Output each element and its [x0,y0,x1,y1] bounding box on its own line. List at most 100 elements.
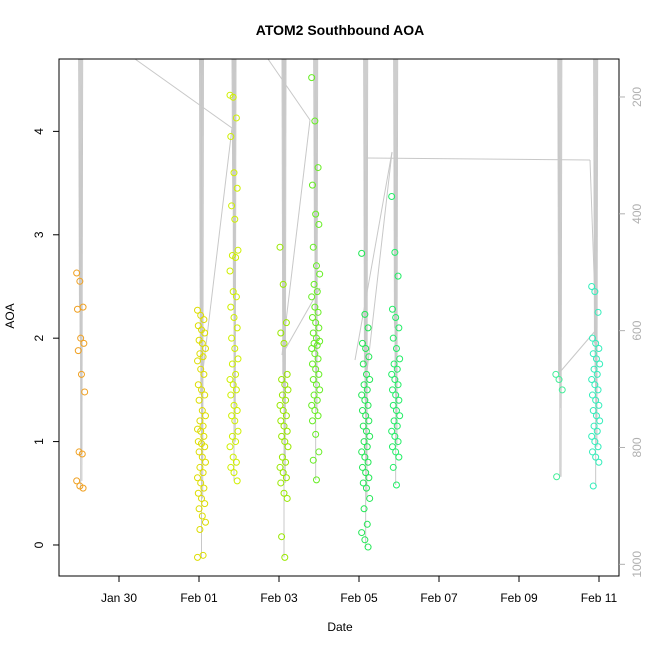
data-point-1-11 [194,357,201,365]
data-point-5-31 [360,505,368,513]
data-point-4-40 [312,476,320,484]
data-point-5-34 [361,536,369,544]
data-point-5-4 [362,345,370,353]
altitude-trace-0-4 [81,58,84,481]
y-tick-label-1: 1 [32,438,46,445]
data-point-4-17 [309,329,317,337]
data-point-8-21 [593,427,601,435]
data-point-2-22 [226,376,234,384]
y2-tick-label-4: 1000 [630,551,644,578]
data-point-4-8 [316,270,324,278]
data-point-2-36 [227,463,235,471]
data-point-0-13 [79,484,87,492]
data-point-2-14 [227,303,235,311]
data-point-4-3 [308,181,316,189]
data-point-6-1 [391,248,399,256]
data-point-1-17 [195,396,203,404]
data-point-1-0 [194,306,201,314]
data-point-8-7 [592,355,600,363]
data-point-6-25 [388,443,396,451]
data-point-1-31 [196,463,204,471]
data-point-4-37 [312,430,320,438]
data-point-0-3 [73,305,81,313]
data-point-8-19 [596,417,604,425]
data-point-3-27 [283,494,291,502]
data-point-3-1 [279,280,287,288]
data-point-1-12 [197,365,205,373]
y2-tick-label-0: 200 [630,87,644,107]
data-point-1-44 [194,553,201,561]
data-point-3-23 [279,469,287,477]
x-tick-label-5: Feb 09 [500,591,538,605]
data-point-6-19 [396,412,404,420]
data-point-3-3 [277,329,285,337]
data-point-8-0 [588,282,596,290]
data-point-3-22 [276,463,284,471]
data-point-8-2 [594,308,602,316]
data-point-4-11 [308,293,316,301]
altitude-trace-4-0 [313,58,315,248]
data-point-5-25 [358,463,366,471]
data-point-6-29 [392,481,400,489]
data-point-5-24 [364,458,372,466]
data-point-6-24 [394,438,402,446]
data-point-2-16 [233,324,241,332]
data-point-3-29 [281,553,289,561]
data-point-3-6 [278,376,286,384]
data-point-8-8 [596,360,604,368]
data-point-4-22 [308,345,316,353]
altitude-trace-3-0 [281,58,284,375]
data-point-1-32 [199,469,207,477]
data-point-6-10 [393,365,401,373]
data-point-6-12 [391,376,399,384]
data-point-6-11 [388,370,396,378]
data-point-3-8 [284,386,292,394]
altitude-connector-8 [589,159,597,331]
data-point-2-26 [230,401,238,409]
data-point-2-24 [232,386,240,394]
data-point-2-4 [230,169,238,177]
x-tick-label-0: Jan 30 [101,591,137,605]
data-point-6-13 [394,381,402,389]
altitude-trace-7-0 [557,58,560,375]
x-tick-label-2: Feb 03 [260,591,298,605]
data-point-8-12 [591,381,599,389]
data-point-4-35 [314,412,322,420]
x-tick-label-3: Feb 05 [340,591,378,605]
data-point-4-9 [310,280,318,288]
data-point-1-2 [200,316,208,324]
data-point-3-15 [280,422,288,430]
data-point-1-19 [202,412,209,420]
data-point-2-21 [232,370,240,378]
data-point-1-39 [195,505,203,513]
data-point-4-1 [311,117,319,125]
data-point-4-32 [313,396,321,404]
x-axis: Jan 30 Feb 01 Feb 03 Feb 05 Feb 07 Feb 09 Feb … [101,576,618,605]
data-point-8-13 [594,386,602,394]
data-point-3-7 [281,381,289,389]
y2-axis: 200 400 600 800 1000 [619,87,644,578]
data-point-8-3 [588,334,596,342]
data-point-2-2 [232,114,240,122]
data-point-5-35 [364,543,372,551]
data-point-8-18 [592,412,600,420]
data-point-8-11 [588,376,596,384]
data-point-2-33 [226,443,234,451]
data-point-3-24 [282,474,290,482]
data-point-5-17 [359,422,367,430]
data-point-1-5 [201,329,209,337]
data-point-5-10 [363,386,371,394]
data-point-3-9 [278,391,286,399]
data-point-1-38 [201,500,209,508]
data-point-6-2 [394,272,402,280]
data-point-1-27 [201,443,209,451]
data-point-5-19 [366,432,374,440]
data-point-4-24 [314,355,322,363]
data-point-3-16 [283,427,291,435]
data-point-5-32 [363,520,371,528]
altitude-trace-1-4 [202,58,204,499]
data-point-3-13 [282,412,290,420]
data-point-5-7 [362,370,370,378]
data-point-6-22 [388,427,396,435]
altitude-connector-5 [354,151,393,361]
